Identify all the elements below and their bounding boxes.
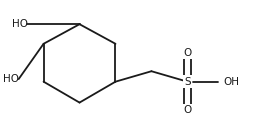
Text: S: S: [184, 77, 191, 87]
Text: O: O: [183, 105, 192, 115]
Text: OH: OH: [223, 77, 239, 87]
Text: HO: HO: [12, 19, 28, 29]
Text: HO: HO: [3, 74, 19, 84]
Text: O: O: [183, 48, 192, 58]
